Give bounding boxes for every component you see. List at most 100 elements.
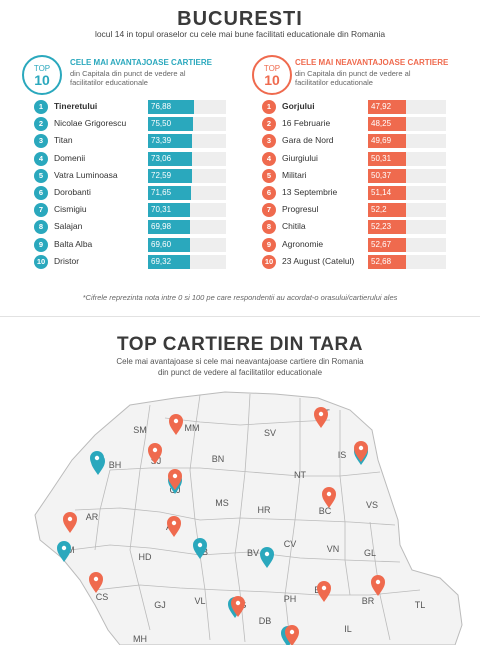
- rank-number: 2: [262, 117, 276, 132]
- score-track: 52,23: [368, 220, 446, 235]
- county-label-gj: GJ: [154, 600, 166, 610]
- score-track: 73,39: [148, 134, 226, 149]
- county-label-bc: BC: [319, 506, 332, 516]
- score-track: 49,69: [368, 134, 446, 149]
- ranking-row: 1 Tineretului 76,88: [34, 100, 226, 114]
- red-map-pin-icon: [231, 596, 245, 617]
- score-track: 52,2: [368, 203, 446, 218]
- ranking-row: 6 Dorobanti 71,65: [34, 186, 226, 200]
- red-map-pin-icon: [167, 516, 181, 537]
- county-border: [69, 544, 401, 563]
- rank-number: 7: [34, 203, 48, 218]
- score-track: 69,98: [148, 220, 226, 235]
- rank-number: 3: [34, 134, 48, 149]
- district-name: Progresul: [282, 204, 319, 215]
- county-label-nt: NT: [294, 470, 306, 480]
- top10-badge-worst: TOP 10: [252, 55, 292, 95]
- red-map-pin-icon: [168, 469, 182, 490]
- county-border: [164, 417, 331, 426]
- district-name: Domenii: [54, 152, 86, 163]
- page-subtitle: locul 14 in topul oraselor cu cele mai b…: [94, 29, 386, 39]
- score-track: 52,67: [368, 237, 446, 252]
- rank-number: 5: [34, 168, 48, 183]
- county-border: [189, 394, 211, 641]
- county-label-sv: SV: [264, 428, 276, 438]
- score-bar: 72,59: [148, 168, 192, 183]
- county-label-br: BR: [362, 596, 375, 606]
- county-border: [234, 393, 251, 643]
- score-track: 52,68: [368, 254, 446, 269]
- county-border: [74, 507, 396, 526]
- teal-map-pin-icon: [193, 538, 207, 559]
- score-track: 73,06: [148, 151, 226, 166]
- score-bar: 52,67: [368, 237, 406, 252]
- red-map-pin-icon: [285, 625, 299, 645]
- rank-number: 8: [262, 220, 276, 235]
- score-track: 48,25: [368, 117, 446, 132]
- score-bar: 73,06: [148, 151, 192, 166]
- district-name: Gorjului: [282, 101, 315, 111]
- romania-map: SMMMSVBTBNISBHSJNTCJMSARBCVSHRABTMCVVNHD…: [34, 391, 463, 645]
- section2-subtitle-line2: din punct de vedere al facilitatilor edu…: [157, 368, 323, 377]
- county-label-hd: HD: [139, 552, 152, 562]
- worst-panel-title: CELE MAI NEAVANTAJOASE CARTIERE: [295, 58, 449, 67]
- score-bar: 73,39: [148, 134, 193, 149]
- badge-number: 10: [34, 72, 50, 88]
- county-label-il: IL: [344, 624, 352, 634]
- ranking-row: 10 23 August (Catelul) 52,68: [262, 254, 446, 269]
- rank-number: 10: [34, 254, 48, 269]
- badge-number: 10: [264, 72, 280, 88]
- county-border: [94, 584, 421, 596]
- red-map-pin-icon: [169, 414, 183, 435]
- red-map-pin-icon: [371, 575, 385, 596]
- rank-number: 1: [34, 100, 48, 114]
- score-track: 75,50: [148, 117, 226, 132]
- score-track: 72,59: [148, 168, 226, 183]
- best-panel-title: CELE MAI AVANTAJOASE CARTIERE: [70, 58, 212, 67]
- county-label-gl: GL: [364, 548, 376, 558]
- ranking-row: 9 Agronomie 52,67: [262, 237, 446, 252]
- section-divider: [0, 316, 480, 317]
- rank-number: 1: [262, 100, 276, 114]
- teal-map-pin-icon: [57, 541, 71, 562]
- footnote: *Cifrele reprezinta nota intre 0 si 100 …: [82, 293, 398, 302]
- ranking-row: 8 Chitila 52,23: [262, 220, 446, 235]
- district-name: Militari: [282, 169, 307, 180]
- ranking-row: 3 Gara de Nord 49,69: [262, 134, 446, 149]
- rank-number: 9: [34, 237, 48, 252]
- score-track: 50,37: [368, 168, 446, 183]
- section2-subtitle-line1: Cele mai avantajoase si cele mai neavant…: [116, 357, 364, 366]
- county-border: [284, 398, 301, 643]
- score-track: 76,88: [148, 100, 226, 114]
- score-track: 51,14: [368, 186, 446, 200]
- section2-subtitle: Cele mai avantajoase si cele mai neavant…: [0, 356, 480, 378]
- top10-badge-best: TOP 10: [22, 55, 62, 95]
- county-label-cs: CS: [96, 592, 109, 602]
- county-label-vs: VS: [366, 500, 378, 510]
- county-label-mh: MH: [133, 634, 147, 644]
- score-bar: 76,88: [148, 100, 195, 114]
- score-bar: 52,2: [368, 203, 406, 218]
- district-name: 23 August (Catelul): [282, 255, 355, 266]
- score-bar: 51,14: [368, 186, 406, 200]
- red-map-pin-icon: [322, 487, 336, 508]
- rank-number: 9: [262, 237, 276, 252]
- county-label-bn: BN: [212, 454, 225, 464]
- red-map-pin-icon: [63, 512, 77, 533]
- ranking-row: 4 Domenii 73,06: [34, 151, 226, 166]
- rank-number: 3: [262, 134, 276, 149]
- district-name: Dristor: [54, 255, 80, 266]
- ranking-row: 7 Cismigiu 70,31: [34, 203, 226, 218]
- score-bar: 75,50: [148, 117, 194, 132]
- county-label-is: IS: [338, 450, 347, 460]
- score-track: 50,31: [368, 151, 446, 166]
- county-label-ph: PH: [284, 594, 297, 604]
- score-bar: 69,98: [148, 220, 191, 235]
- rank-number: 2: [34, 117, 48, 132]
- county-label-mm: MM: [185, 423, 200, 433]
- county-label-db: DB: [259, 616, 272, 626]
- score-track: 69,60: [148, 237, 226, 252]
- score-track: 71,65: [148, 186, 226, 200]
- score-track: 69,32: [148, 254, 226, 269]
- district-name: Titan: [54, 135, 73, 146]
